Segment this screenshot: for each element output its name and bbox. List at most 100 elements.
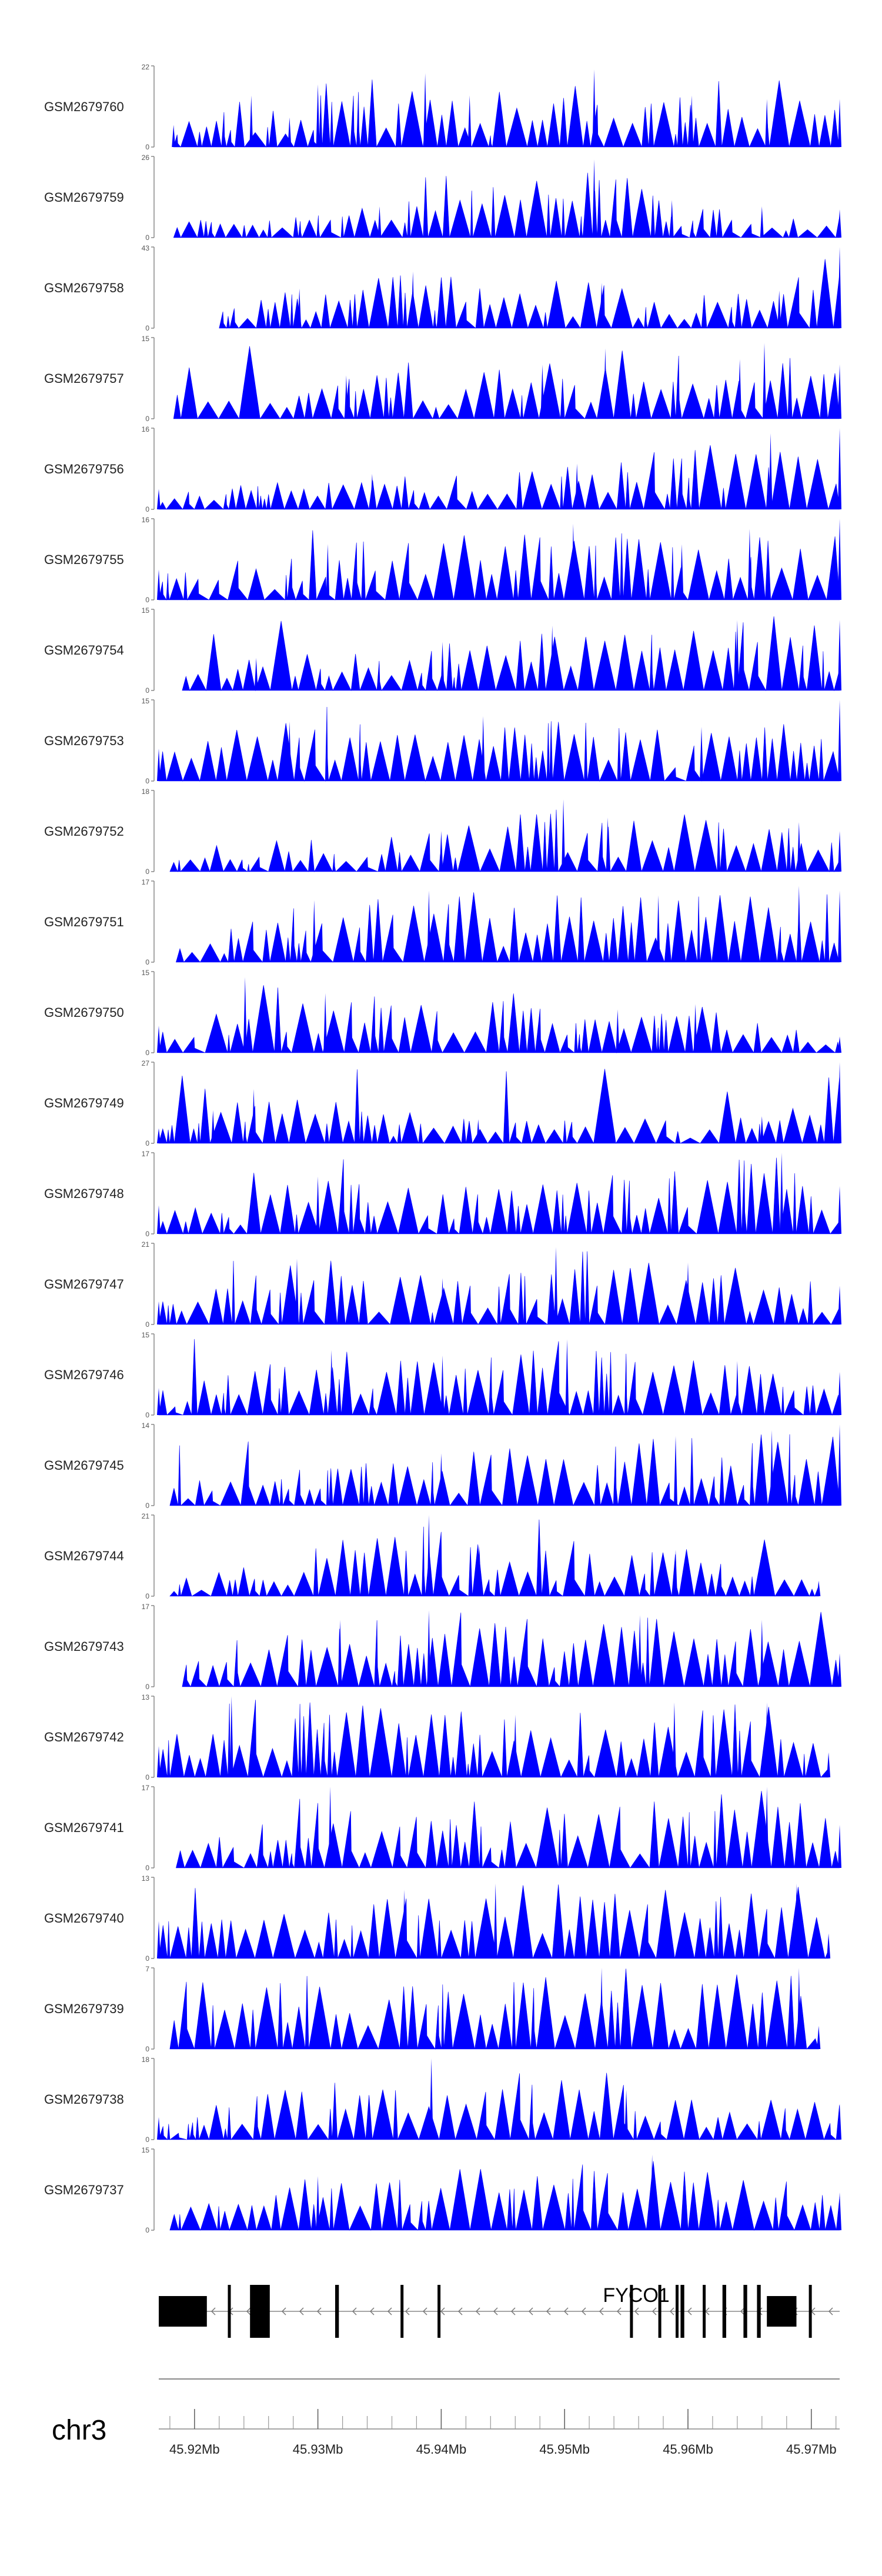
- track-ymin-label: 0: [145, 233, 149, 242]
- strand-arrow: [634, 2307, 639, 2315]
- coverage-peak: [838, 1424, 841, 1506]
- coverage-peak: [172, 125, 176, 147]
- exon: [703, 2285, 706, 2338]
- exon: [767, 2296, 797, 2327]
- coverage-peak: [797, 822, 801, 872]
- track-GSM2679747: GSM2679747 21 0: [44, 1240, 841, 1329]
- coverage-peak: [440, 1355, 445, 1415]
- track-ymax-label: 27: [142, 1059, 150, 1067]
- coverage-peak: [674, 1436, 677, 1506]
- track-ymin-label: 0: [145, 1683, 149, 1691]
- coverage-area: [173, 79, 840, 148]
- exon: [335, 2285, 339, 2338]
- exon: [808, 2285, 812, 2338]
- coverage-peak: [252, 1089, 256, 1143]
- coverage-peak: [838, 209, 841, 238]
- coverage-peak: [838, 1653, 841, 1687]
- coverage-peak: [513, 1714, 517, 1777]
- coverage-peak: [770, 1430, 774, 1506]
- coverage-peak: [592, 69, 596, 147]
- coverage-peak: [670, 200, 674, 238]
- track-ymax-label: 15: [142, 697, 150, 705]
- track-GSM2679745: GSM2679745 14 0: [44, 1422, 841, 1510]
- coverage-peak: [316, 84, 320, 147]
- track-label: GSM2679749: [44, 1096, 124, 1110]
- coverage-peak: [686, 1262, 690, 1324]
- track-GSM2679738: GSM2679738 18 0: [44, 2056, 841, 2144]
- track-ymin-label: 0: [145, 686, 149, 695]
- coverage-peak: [370, 473, 374, 509]
- track-ymax-label: 15: [142, 2146, 150, 2154]
- coverage-peak: [157, 1746, 161, 1777]
- track-GSM2679740: GSM2679740 13 0: [44, 1874, 831, 1963]
- coverage-peak: [427, 1515, 431, 1596]
- track-label: GSM2679753: [44, 733, 124, 748]
- coverage-peak: [838, 700, 841, 781]
- coverage-peak: [329, 1350, 333, 1415]
- track-ymax-label: 17: [142, 1603, 150, 1611]
- coverage-peak: [838, 99, 841, 147]
- coverage-peak: [157, 748, 161, 781]
- track-GSM2679749: GSM2679749 27 0: [44, 1059, 841, 1147]
- coverage-peak: [827, 1933, 831, 1958]
- track-label: GSM2679758: [44, 281, 124, 295]
- strand-arrow: [475, 2307, 480, 2315]
- strand-arrow: [687, 2307, 692, 2315]
- coverage-peak: [769, 433, 773, 509]
- strand-arrow: [669, 2307, 674, 2315]
- strand-arrow: [316, 2307, 322, 2315]
- coverage-peak: [571, 523, 575, 600]
- exon: [437, 2285, 441, 2338]
- track-GSM2679752: GSM2679752 18 0: [44, 788, 841, 876]
- coverage-peak: [777, 290, 781, 328]
- coverage-peak: [323, 993, 328, 1053]
- exon: [680, 2285, 684, 2338]
- track-ymin-label: 0: [145, 596, 149, 604]
- track-ymin-label: 0: [145, 2226, 149, 2234]
- coverage-peak: [760, 1620, 764, 1687]
- track-ymax-label: 15: [142, 969, 150, 977]
- strand-arrow: [581, 2307, 586, 2315]
- coverage-peak: [600, 283, 604, 328]
- coverage-peak: [738, 359, 742, 419]
- track-ymin-label: 0: [145, 1411, 149, 1419]
- coverage-peak: [838, 1824, 841, 1868]
- coverage-peak: [827, 1752, 831, 1777]
- coverage-peak: [838, 428, 841, 509]
- coverage-peak: [508, 1820, 512, 1868]
- strand-arrow: [246, 2307, 251, 2315]
- strand-arrow: [211, 2307, 216, 2315]
- coverage-peak: [838, 890, 841, 962]
- coverage-area: [182, 1611, 840, 1688]
- track-ymin-label: 0: [145, 777, 149, 785]
- track-ymax-label: 17: [142, 1784, 150, 1792]
- coverage-peak: [760, 1116, 764, 1143]
- coverage-peak: [288, 117, 292, 147]
- track-ymin-label: 0: [145, 1501, 149, 1510]
- track-label: GSM2679748: [44, 1186, 124, 1201]
- strand-arrow: [828, 2307, 833, 2315]
- coverage-peak: [157, 2117, 161, 2140]
- coverage-peak: [838, 1186, 841, 1234]
- coverage-peak: [838, 1286, 841, 1324]
- coverage-peak: [693, 1004, 697, 1053]
- track-ymin-label: 0: [145, 415, 149, 423]
- coverage-tracks: GSM2679760220GSM2679759260GSM2679758430G…: [44, 63, 841, 2234]
- track-ymax-label: 15: [142, 1331, 150, 1339]
- coverage-area: [176, 892, 840, 963]
- coverage-peak: [838, 519, 841, 600]
- track-label: GSM2679746: [44, 1367, 124, 1382]
- track-GSM2679743: GSM2679743 17 0: [44, 1603, 841, 1691]
- strand-arrow: [493, 2307, 498, 2315]
- exon: [400, 2285, 404, 2338]
- coverage-peak: [211, 1110, 215, 1143]
- coverage-peak: [550, 625, 554, 690]
- coverage-peak: [157, 1921, 161, 1958]
- coverage-peak: [794, 1883, 799, 1958]
- coverage-peak: [157, 489, 161, 509]
- coverage-peak: [439, 831, 443, 872]
- track-GSM2679742: GSM2679742 13 0: [44, 1693, 831, 1781]
- axis-tick-label: 45.95Mb: [539, 2442, 590, 2457]
- track-ymin-label: 0: [145, 1773, 149, 1781]
- strand-arrow: [369, 2307, 375, 2315]
